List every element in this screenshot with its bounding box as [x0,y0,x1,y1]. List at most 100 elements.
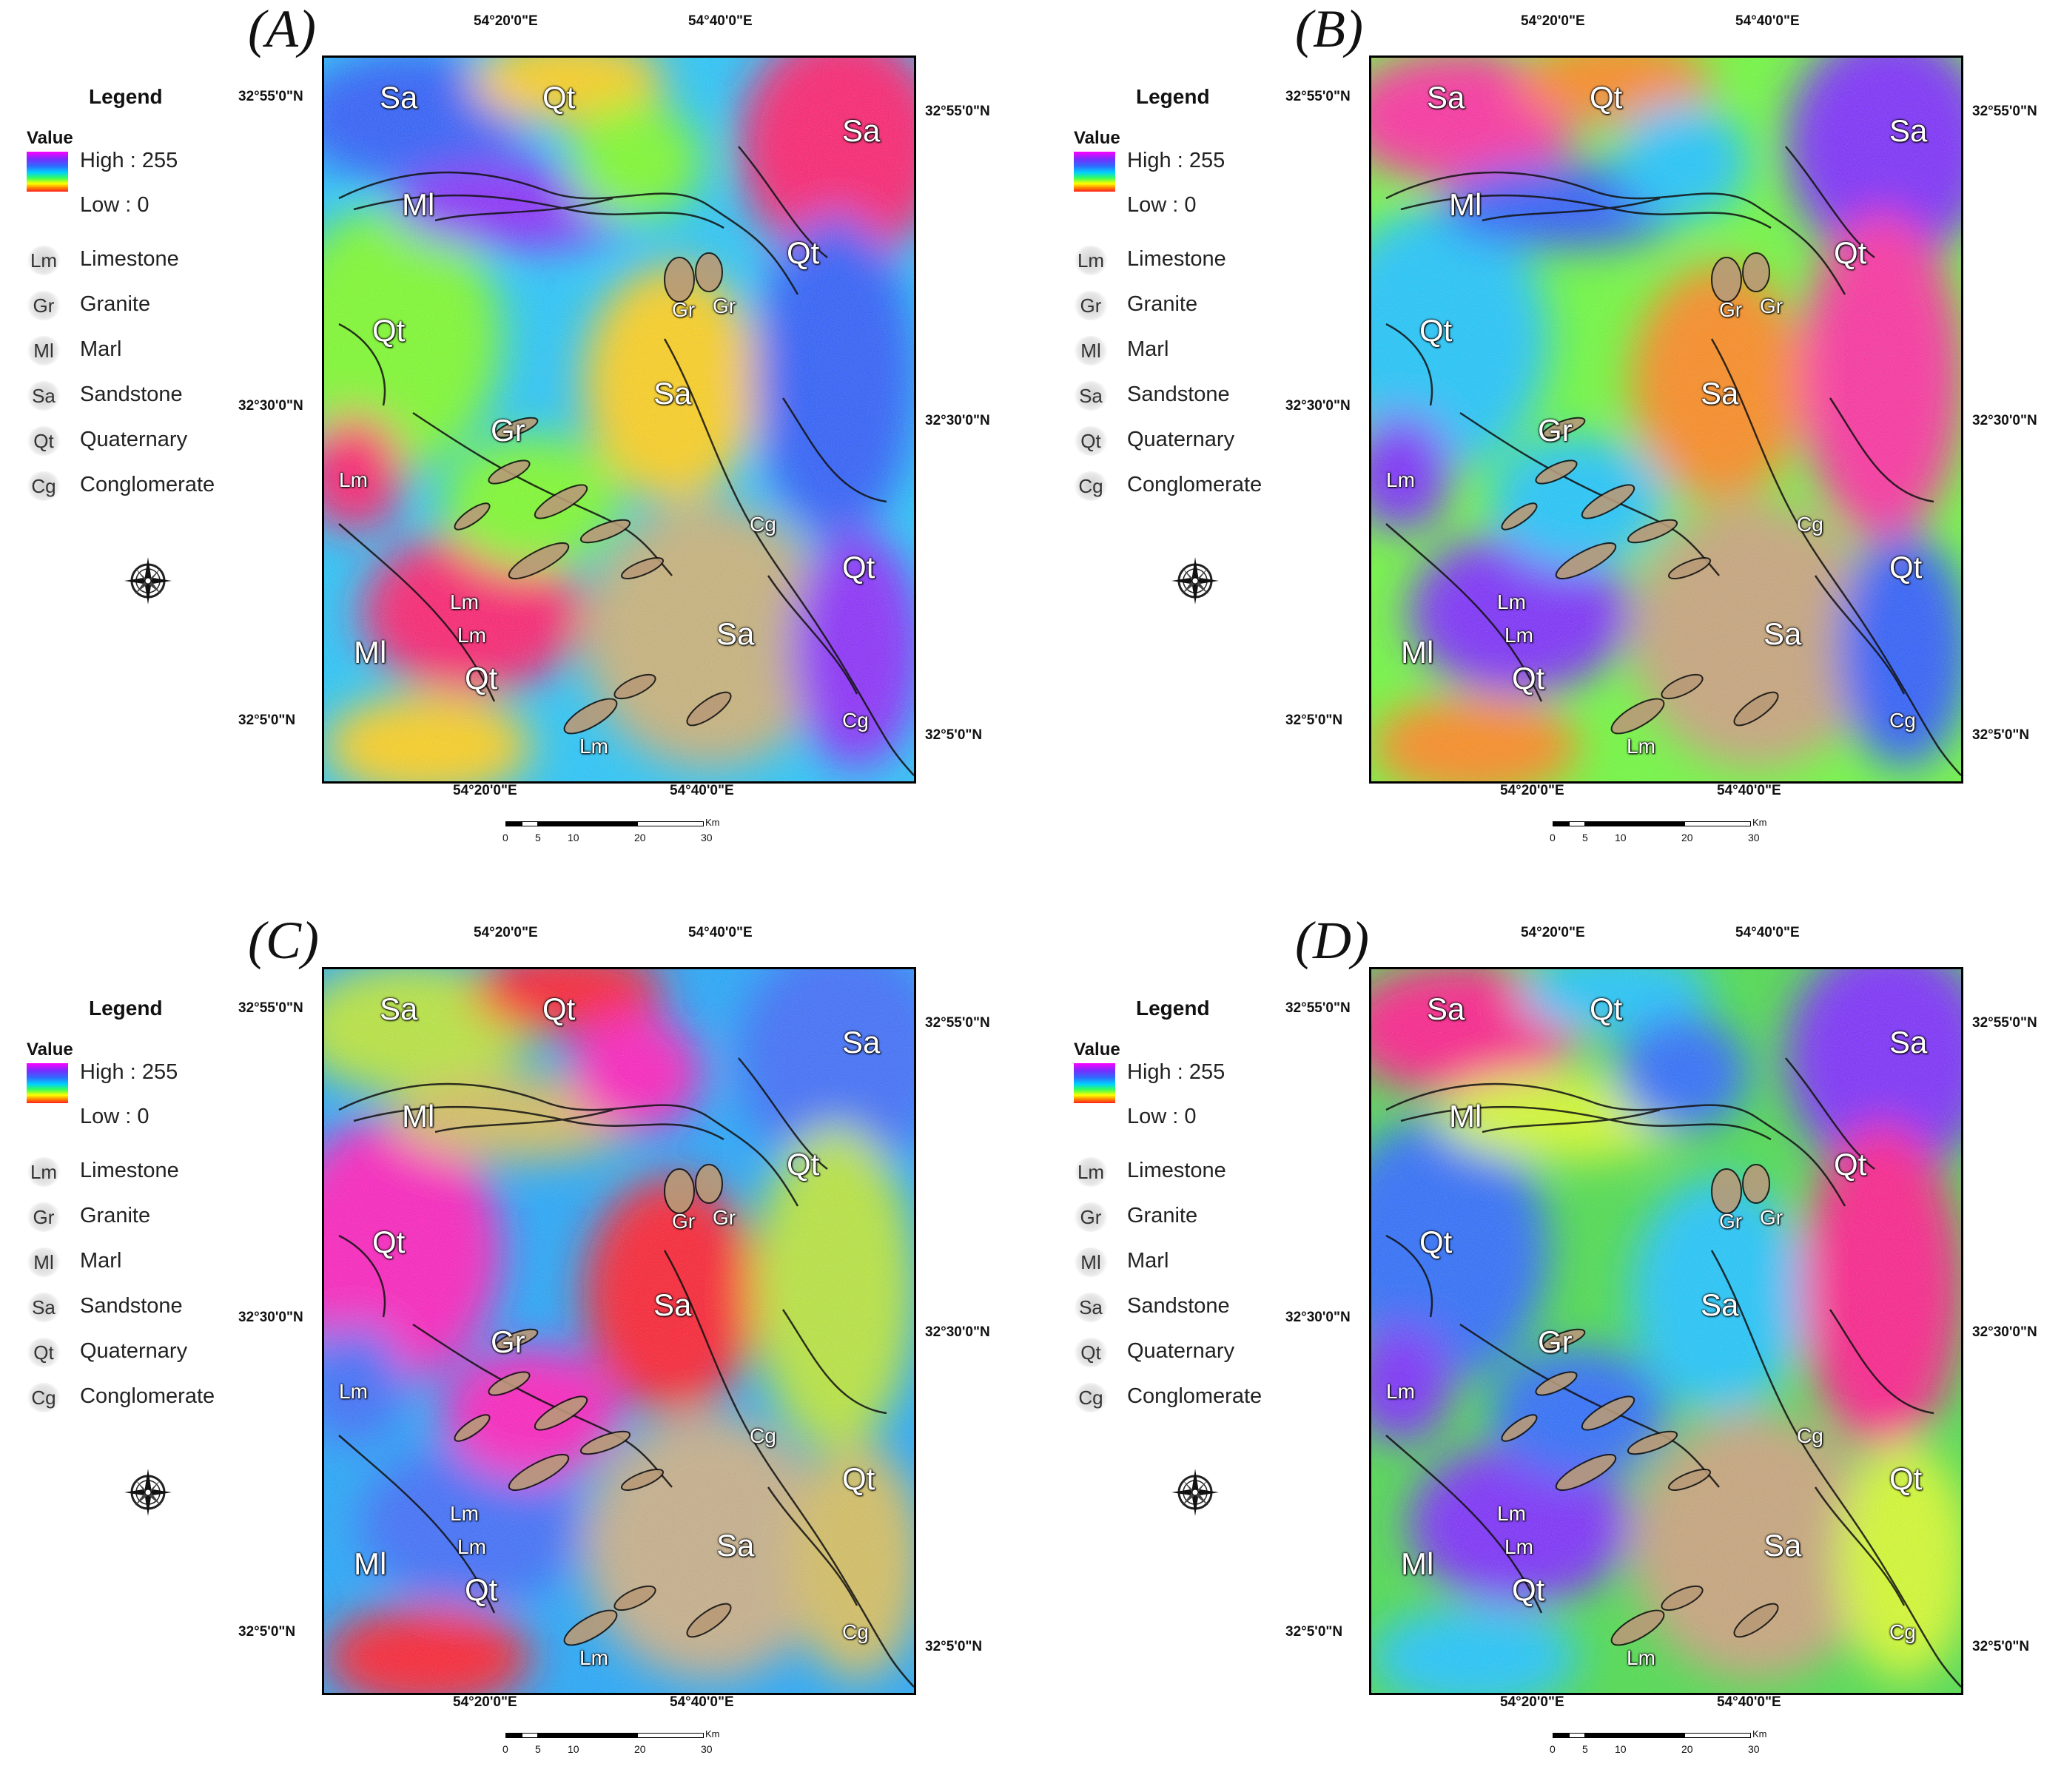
legend-item: Sa Sandstone [22,1290,244,1327]
ramp-high-label: High : 255 [80,1060,178,1084]
legend-item: Qt Quaternary [22,1335,244,1372]
scale-tick-label: 5 [535,832,541,843]
legend-item: Sa Sandstone [22,378,244,415]
map-unit-label: Gr [672,1210,696,1233]
legend-symbol: Sa [27,1293,61,1322]
scale-tick-label: 5 [1582,1743,1588,1755]
map-unit-label: Cg [750,1424,776,1447]
scale-segment [1553,1733,1569,1738]
scale-tick-label: 0 [502,832,508,843]
map-unit-label: Sa [716,616,755,651]
legend-item: Cg Conglomerate [1069,468,1291,505]
legend-item-name: Limestone [1127,247,1226,271]
coordinate-label: 54°20'0"E [453,1694,517,1710]
north-arrow-icon [1166,551,1225,610]
legend-item-name: Conglomerate [80,473,215,496]
legend-symbol: Gr [1074,1202,1108,1232]
map-unit-label: Sa [653,1287,692,1322]
color-ramp [1074,1063,1115,1103]
north-arrow-icon [118,1463,178,1522]
map-unit-label: Sa [1889,113,1928,148]
geologic-map: Sa Qt Sa Ml Qt Qt Gr Gr Sa Gr Lm Cg Qt Lm Sa Ml Lm Qt Cg Lm [1369,967,1963,1695]
legend-symbol: Qt [27,1338,61,1367]
scale-segment [637,1733,704,1738]
map-unit-label: Lm [1504,624,1533,647]
map-unit-label: Ml [1449,187,1482,222]
legend-item: Lm Limestone [1069,1154,1291,1191]
scale-tick-label: 10 [1615,1743,1627,1755]
map-unit-label: Gr [491,1324,525,1359]
legend-value-title: Value [27,1040,73,1060]
map-unit-label: Qt [1512,1572,1545,1607]
legend-item: Lm Limestone [1069,243,1291,280]
scale-segment [522,1733,538,1738]
scale-tick-label: 30 [701,832,713,843]
coordinate-label: 54°40'0"E [1717,1694,1781,1710]
map-unit-label: Gr [1538,1324,1573,1359]
map-unit-label: Qt [842,1461,875,1496]
ramp-low-label: Low : 0 [80,193,149,217]
color-ramp [27,152,68,192]
map-unit-label: Sa [842,113,881,148]
map-unit-label: Ml [354,1546,387,1581]
legend-symbol: Ml [1074,1247,1108,1277]
map-unit-label: Cg [1889,709,1916,732]
coordinate-label: 32°55'0"N [238,89,303,104]
map-unit-label: Gr [1760,294,1783,317]
legend-symbol: Cg [27,471,61,501]
scale-tick-label: 0 [1550,832,1556,843]
legend-symbol: Cg [1074,471,1108,501]
scale-bar: 0 5 10 20 30 Km [1550,817,1775,858]
map-unit-label: Lm [450,1502,479,1525]
scale-segment [1684,821,1751,826]
map-unit-label: Gr [713,294,736,317]
coordinate-label: 54°40'0"E [1717,783,1781,798]
map-unit-label: Lm [579,735,608,758]
coordinate-label: 54°40'0"E [1735,13,1800,29]
map-unit-label: Lm [457,1535,486,1558]
scale-unit: Km [1752,817,1767,828]
map-unit-label: Lm [1386,1380,1415,1403]
legend-item-name: Conglomerate [1127,473,1263,496]
map-unit-label: Sa [1764,1528,1802,1563]
scale-tick-label: 30 [701,1743,713,1755]
ramp-high-label: High : 255 [1127,1060,1225,1084]
coordinate-label: 32°5'0"N [1285,1624,1343,1640]
map-unit-label: Lm [1627,735,1655,758]
legend-symbol: Sa [27,381,61,411]
legend-item-name: Sandstone [1127,383,1230,406]
legend-symbol: Qt [1074,1338,1108,1367]
scale-segment [1569,821,1585,826]
scale-unit: Km [1752,1728,1767,1739]
coordinate-label: 32°30'0"N [925,413,990,428]
coordinate-label: 32°5'0"N [1285,713,1343,728]
scale-tick-label: 30 [1748,832,1760,843]
panel-a: (A) Legend Value High : 255 Low : 0 Lm Limesto… [0,0,1029,880]
coordinate-label: 54°20'0"E [474,13,538,29]
map-unit-label: Lm [450,590,479,613]
map-unit-label: Sa [1701,376,1739,411]
coordinate-label: 54°20'0"E [1521,925,1585,940]
panel-label: (C) [248,911,319,970]
map-unit-label: Gr [1760,1206,1783,1229]
legend-symbol: Gr [1074,291,1108,320]
scale-bar: 0 5 10 20 30 Km [502,1728,727,1770]
legend-symbol: Ml [27,1247,61,1277]
geologic-map: Sa Qt Sa Ml Qt Qt Gr Gr Sa Gr Lm Cg Qt Lm Sa Ml Lm Qt Cg Lm [1369,55,1963,784]
legend-item-name: Limestone [80,1159,179,1182]
scale-segment [1585,821,1618,826]
coordinate-label: 54°40'0"E [1735,925,1800,940]
map-unit-label: Qt [372,313,406,348]
legend-item: Lm Limestone [22,243,244,280]
map-unit-label: Lm [1497,1502,1526,1525]
legend-value-title: Value [1074,1040,1120,1060]
map-unit-label: Sa [653,376,692,411]
map-unit-label: Sa [1701,1287,1739,1322]
coordinate-label: 32°55'0"N [1285,1000,1351,1016]
legend-title: Legend [89,997,163,1020]
ramp-high-label: High : 255 [1127,149,1225,172]
scale-segment [1569,1733,1585,1738]
map-unit-label: Qt [1889,1461,1923,1496]
legend-title: Legend [89,85,163,108]
scale-segment [637,821,704,826]
